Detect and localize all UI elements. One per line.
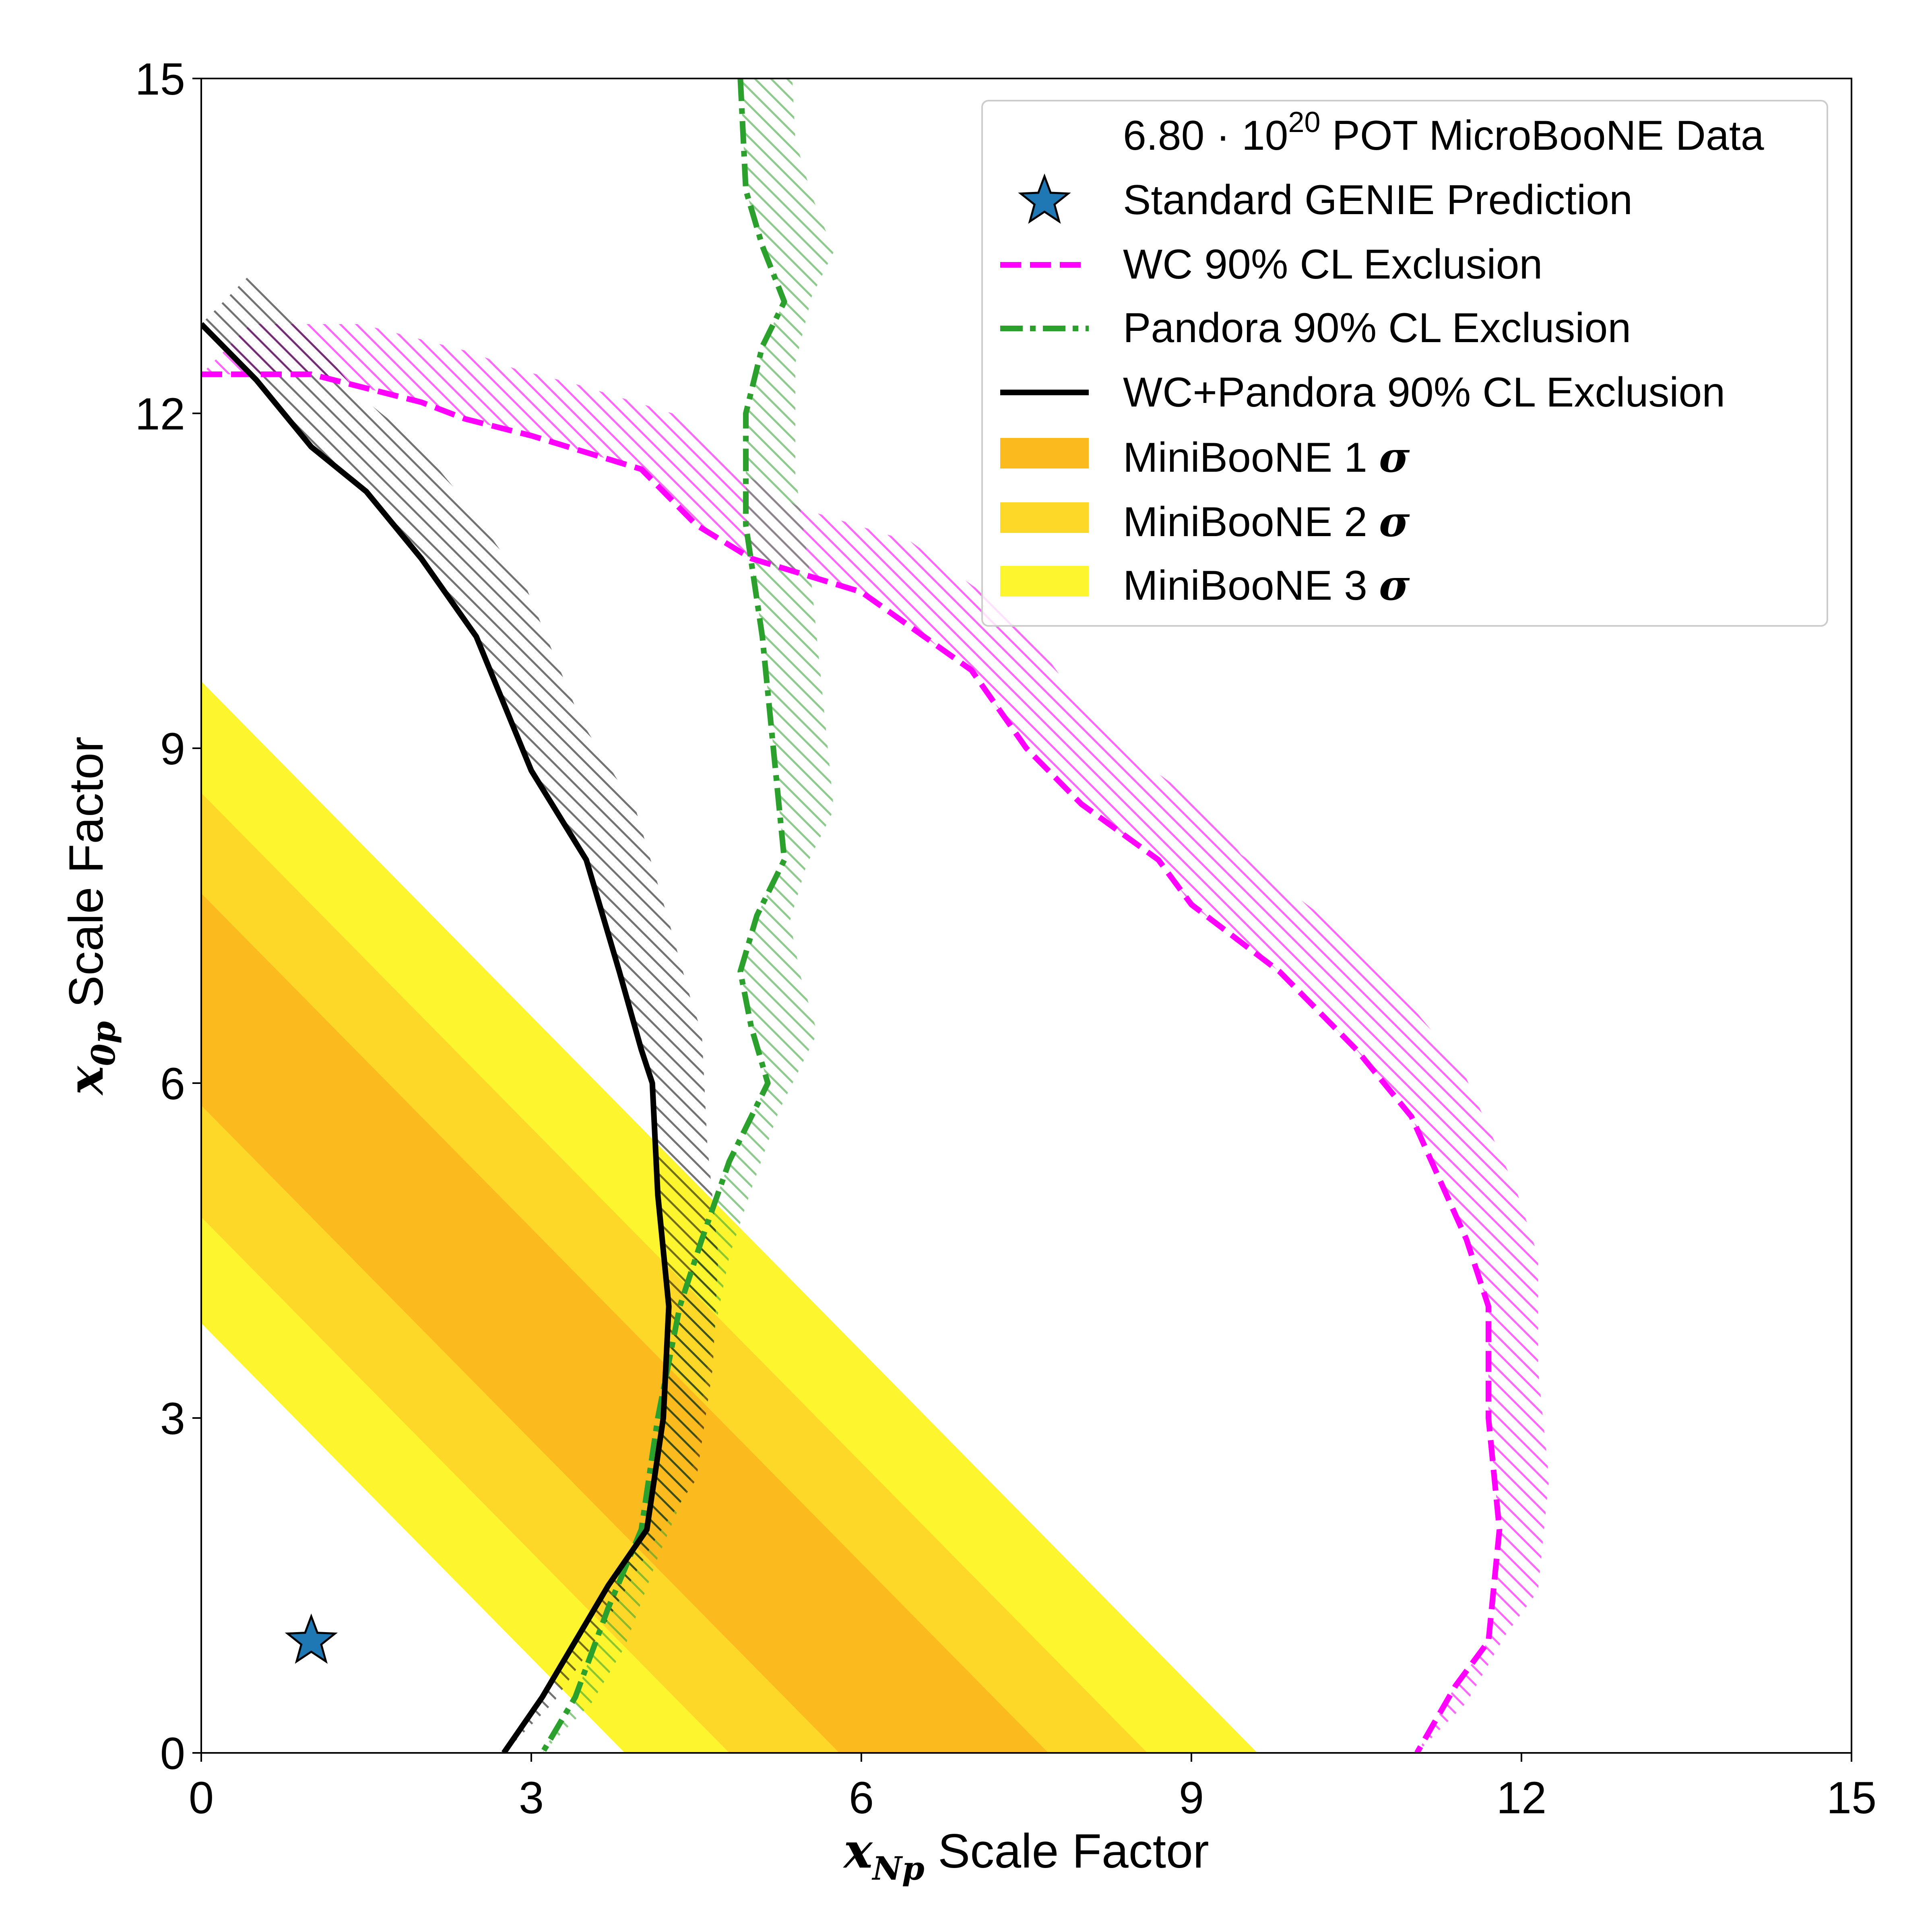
y-axis-ticks: 0 3 6 9 12 15	[135, 54, 201, 1779]
combined-exclusion-hatch	[201, 274, 718, 1753]
legend-box	[981, 100, 1828, 627]
legend-star-icon	[1018, 173, 1071, 224]
x-axis-label: xNp Scale Factor	[842, 1823, 1209, 1887]
y-tick-label: 6	[160, 1059, 185, 1109]
legend-pandora-label: Pandora 90% CL Exclusion	[1123, 305, 1631, 351]
legend-mb2-swatch	[1000, 502, 1089, 533]
legend-genie-label: Standard GENIE Prediction	[1123, 177, 1633, 223]
pandora-exclusion-hatch	[542, 78, 834, 1753]
pandora-exclusion-curve	[540, 78, 787, 1753]
y-tick-label: 12	[135, 389, 185, 439]
y-tick-label: 0	[160, 1728, 185, 1779]
legend-mb3-swatch	[1000, 566, 1089, 597]
legend-mb1-swatch	[1000, 438, 1089, 469]
x-tick-label: 15	[1827, 1773, 1877, 1823]
legend-wc-label: WC 90% CL Exclusion	[1123, 241, 1542, 288]
y-tick-label: 3	[160, 1393, 185, 1444]
x-tick-label: 9	[1179, 1773, 1204, 1823]
plot-area	[201, 78, 1549, 1753]
genie-markers	[285, 1613, 338, 1664]
x-tick-label: 0	[189, 1773, 214, 1823]
legend: 6.80 · 1020 POT MicroBooNE Data Standard…	[981, 100, 1828, 627]
miniboone-band-1sigma	[201, 893, 1049, 1753]
wc-exclusion-curve	[201, 371, 1503, 1753]
x-tick-label: 6	[849, 1773, 874, 1823]
combined-exclusion-curve	[201, 322, 672, 1753]
y-tick-label: 9	[160, 724, 185, 774]
x-axis-ticks: 0 3 6 9 12 15	[189, 1753, 1876, 1823]
legend-mb2-label: MiniBooNE 2 σ	[1123, 497, 1410, 546]
x-tick-label: 3	[519, 1773, 544, 1823]
x-tick-label: 12	[1496, 1773, 1547, 1823]
legend-data-label: 6.80 · 1020 POT MicroBooNE Data	[1123, 106, 1764, 159]
legend-mb3-label: MiniBooNE 3 σ	[1123, 560, 1410, 610]
legend-mb1-label: MiniBooNE 1 σ	[1123, 432, 1410, 482]
genie-prediction-star	[285, 1613, 338, 1664]
exclusion-curves	[201, 78, 1503, 1753]
exclusion-hatches	[201, 78, 1549, 1753]
plot-frame	[200, 78, 1852, 1754]
y-axis-label: x0p Scale Factor	[58, 737, 122, 1096]
y-tick-label: 15	[135, 54, 185, 104]
legend-combined-label: WC+Pandora 90% CL Exclusion	[1123, 369, 1725, 416]
